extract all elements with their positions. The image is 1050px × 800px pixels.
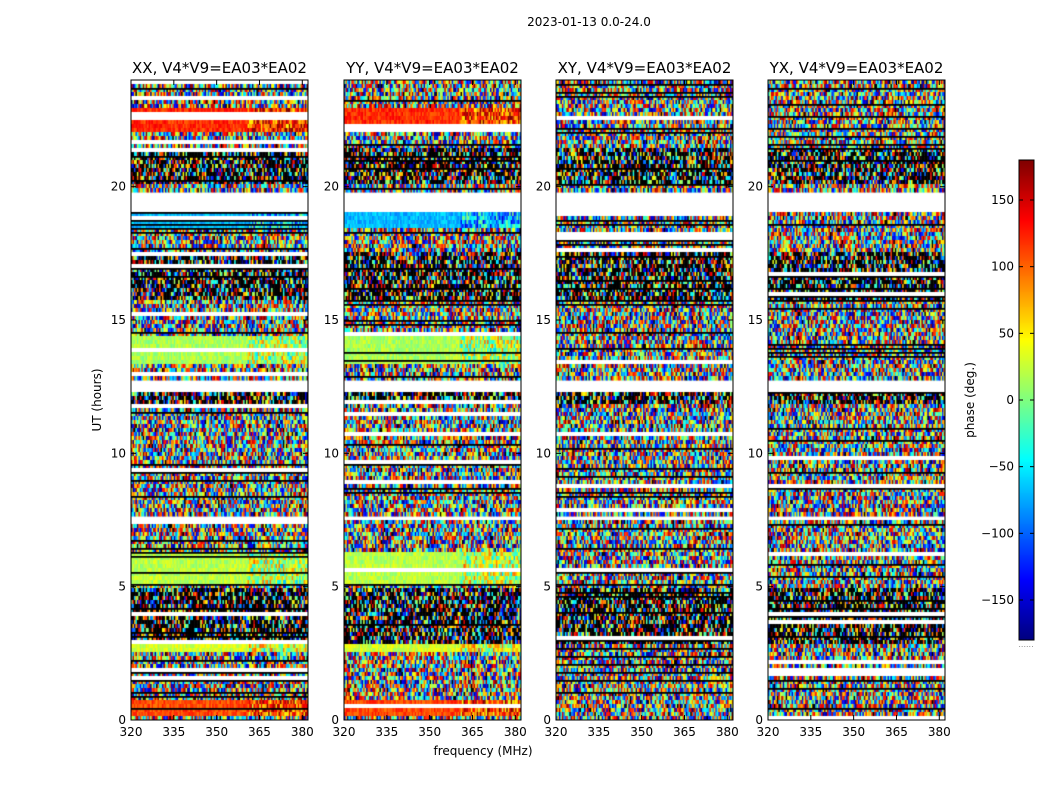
y-tick-label: 0 [331,713,339,727]
x-tick-label: 365 [885,725,908,739]
x-tick-label: 350 [842,725,865,739]
colorbar-gradient [1019,160,1034,640]
x-tick-label: 335 [799,725,822,739]
panel-yy: YY, V4*V9=EA03*EA02 320 335 350 365 380 0 5 10 15… [324,59,527,739]
y-axis-label: UT (hours) [90,368,104,431]
panel-frame [343,79,522,721]
y-tick-label: 15 [536,313,551,327]
x-tick-label: 380 [504,725,527,739]
y-tick-label: 10 [324,446,339,460]
panel-title: YX, V4*V9=EA03*EA02 [769,59,944,77]
y-tick-label: 0 [118,713,126,727]
x-tick-label: 380 [716,725,739,739]
y-tick-label: 20 [324,180,339,194]
colorbar-tick-label: 0 [1006,393,1014,407]
phase-heatmap-yy [344,80,521,720]
panel-title: YY, V4*V9=EA03*EA02 [345,59,519,77]
x-axis-label: frequency (MHz) [433,744,532,758]
y-tick-label: 20 [111,180,126,194]
y-tick-label: 10 [748,446,763,460]
panel-xx: XX, V4*V9=EA03*EA02 320 335 350 365 380 0 5 10 15… [111,59,314,739]
x-tick-label: 350 [205,725,228,739]
y-tick-label: 5 [755,580,763,594]
y-tick-label: 20 [536,180,551,194]
colorbar-tick-label: −50 [989,460,1014,474]
colorbar-tick-label: 100 [991,260,1014,274]
y-tick-label: 5 [543,580,551,594]
colorbar-label: phase (deg.) [963,362,977,438]
panel-yx: YX, V4*V9=EA03*EA02 320 335 350 365 380 0 5 10 15… [748,59,951,739]
phase-heatmap-xx [131,80,308,720]
x-tick-label: 335 [162,725,185,739]
x-tick-label: 335 [375,725,398,739]
figure-suptitle: 2023-01-13 0.0-24.0 [527,15,651,29]
x-tick-label: 335 [587,725,610,739]
panels: XX, V4*V9=EA03*EA02 320 335 350 365 380 0 5 10 15… [111,59,951,739]
panel-frame [130,79,309,721]
colorbar-footer: ...... [1018,640,1033,649]
colorbar: −150 −100 −50 0 50 100 150 [981,159,1035,641]
x-tick-label: 320 [545,725,568,739]
colorbar-tick-label: 50 [999,326,1014,340]
x-tick-label: 320 [757,725,780,739]
y-tick-label: 5 [118,580,126,594]
x-tick-label: 350 [418,725,441,739]
phase-heatmap-yx [768,80,945,720]
x-tick-label: 380 [291,725,314,739]
x-tick-label: 365 [673,725,696,739]
y-tick-label: 20 [748,180,763,194]
colorbar-tick-label: −150 [981,593,1014,607]
x-tick-label: 350 [630,725,653,739]
y-tick-label: 0 [543,713,551,727]
panel-frame [555,79,734,721]
phase-heatmap-xy [556,80,733,720]
y-tick-label: 0 [755,713,763,727]
colorbar-tick-label: 150 [991,193,1014,207]
x-tick-label: 320 [333,725,356,739]
x-tick-label: 365 [248,725,271,739]
x-tick-label: 365 [461,725,484,739]
y-tick-label: 5 [331,580,339,594]
panel-title: XY, V4*V9=EA03*EA02 [558,59,732,77]
panel-xy: XY, V4*V9=EA03*EA02 320 335 350 365 380 0 5 10 15… [536,59,739,739]
y-tick-label: 15 [748,313,763,327]
panel-title: XX, V4*V9=EA03*EA02 [132,59,307,77]
y-tick-label: 10 [536,446,551,460]
y-tick-label: 15 [324,313,339,327]
y-tick-label: 10 [111,446,126,460]
colorbar-tick-label: −100 [981,526,1014,540]
panel-frame [767,79,946,721]
x-tick-label: 320 [120,725,143,739]
y-tick-label: 15 [111,313,126,327]
x-tick-label: 380 [928,725,951,739]
